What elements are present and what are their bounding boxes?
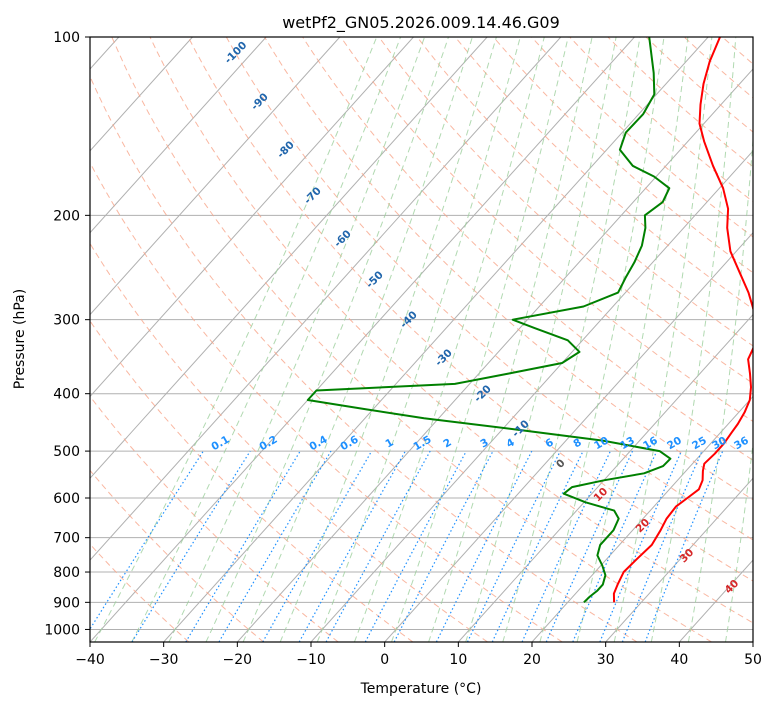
mixing-ratio-line (218, 450, 332, 642)
moist-adiabat-line (428, 37, 593, 642)
moist-adiabat-line (316, 37, 521, 642)
mixing-ratio-line (298, 450, 406, 642)
dry-adiabat-line (607, 37, 753, 168)
mixing-ratio-line (262, 450, 373, 642)
moist-adiabat-line (687, 133, 753, 642)
moist-adiabat-line (353, 37, 545, 642)
y-tick-label: 700 (53, 531, 80, 547)
x-tick-label: 50 (744, 652, 762, 668)
x-tick-label: 40 (670, 652, 688, 668)
mixing-ratio-line (90, 450, 204, 631)
y-tick-label: 600 (53, 491, 80, 507)
isotherm-line (457, 313, 753, 642)
dry-adiabat-line (90, 161, 563, 642)
mixing-ratio-line (521, 450, 611, 642)
y-tick-label: 400 (53, 387, 80, 403)
isotherm-line (310, 150, 753, 642)
chart-title: wetPf2_GN05.2026.009.14.46.G09 (282, 13, 560, 33)
dry-adiabat-line (187, 37, 753, 582)
y-axis-label: Pressure (hPa) (12, 289, 28, 389)
isotherm-line (90, 37, 562, 561)
mixing-ratio-line (621, 450, 703, 642)
dry-adiabat-line (90, 395, 339, 642)
y-axis-ticks: 100 200 300 400 500 600 700 800 900 1000 (44, 30, 90, 638)
dewpoint-profile-line (306, 37, 672, 604)
dry-adiabat-line (264, 37, 753, 501)
background-reference-lines (90, 37, 753, 642)
isotherm-line (90, 37, 414, 398)
y-tick-label: 300 (53, 313, 80, 329)
x-tick-label: −30 (149, 652, 179, 668)
dry-adiabat-line (454, 37, 753, 310)
sounding-profiles (306, 37, 753, 604)
moist-adiabat-line (279, 37, 497, 642)
moist-adiabat-line (725, 439, 753, 642)
moist-adiabat-line (613, 37, 713, 642)
isotherm-line (90, 37, 267, 234)
moist-adiabat-line (131, 37, 402, 642)
x-tick-label: 30 (597, 652, 615, 668)
moist-adiabat-line (205, 37, 449, 642)
isotherm-line (384, 231, 753, 642)
dry-adiabat-line (493, 37, 753, 274)
dry-adiabat-line (111, 37, 712, 642)
dry-adiabat-line (416, 37, 753, 347)
temperature-profile-line (612, 37, 753, 603)
mixing-ratio-line (599, 450, 682, 642)
mixing-ratio-line (545, 450, 634, 642)
dry-adiabat-line (90, 75, 638, 642)
y-tick-label: 500 (53, 444, 80, 460)
y-tick-label: 800 (53, 565, 80, 581)
dry-adiabat-line (378, 37, 753, 385)
x-axis-label: Temperature (°C) (360, 681, 482, 697)
moist-adiabat-line (539, 37, 665, 642)
isotherm-line (163, 37, 709, 642)
mixing-ratio-line (466, 450, 561, 642)
dry-adiabat-line (90, 320, 414, 642)
mixing-ratio-line (185, 450, 301, 642)
x-tick-label: 20 (523, 652, 541, 668)
x-tick-label: 10 (449, 652, 467, 668)
moist-adiabat-line (168, 37, 426, 642)
y-tick-label: 200 (53, 208, 80, 224)
isotherm-line (531, 395, 753, 642)
isotherm-line (90, 37, 488, 480)
moist-adiabat-line (502, 37, 641, 642)
dry-adiabat-line (340, 37, 753, 423)
x-axis-ticks: −40 −30 −20 −10 0 10 20 30 40 50 (75, 642, 762, 668)
isotherm-line (236, 68, 753, 642)
y-tick-label: 900 (53, 595, 80, 611)
x-tick-label: −40 (75, 652, 105, 668)
dry-adiabat-line (225, 37, 753, 541)
moist-adiabat-line (576, 37, 689, 642)
x-tick-label: −20 (223, 652, 253, 668)
y-tick-label: 1000 (44, 622, 80, 638)
x-tick-label: 0 (380, 652, 389, 668)
isotherm-line (90, 37, 193, 152)
isotherm-line (90, 37, 341, 316)
moist-adiabat-line (242, 37, 473, 642)
moist-adiabat-line (650, 37, 737, 642)
mixing-ratio-line (325, 450, 431, 642)
isotherm-line (605, 477, 753, 642)
moist-adiabat-line (94, 37, 378, 642)
isotherm-line (90, 37, 635, 642)
mixing-ratio-line (131, 450, 251, 642)
mixing-ratio-line (491, 450, 584, 642)
plot-frame (89, 36, 754, 643)
moist-adiabat-line (465, 37, 617, 642)
dry-adiabat-line (90, 242, 488, 642)
x-tick-label: −10 (296, 652, 326, 668)
y-tick-label: 100 (53, 30, 80, 46)
dry-adiabat-line (149, 37, 753, 624)
